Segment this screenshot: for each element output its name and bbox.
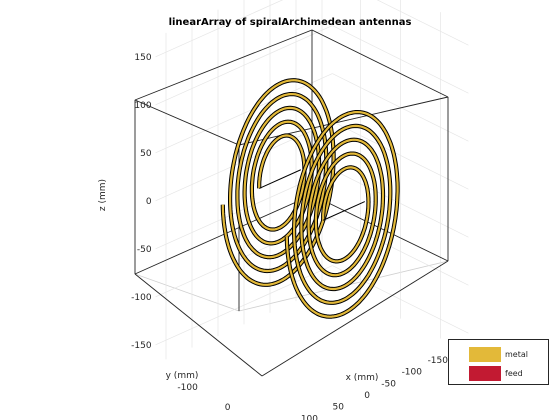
- y-tick-label: -100: [402, 368, 423, 378]
- x-axis-line: [261, 260, 449, 377]
- legend-item-feed: feed: [469, 365, 523, 382]
- spiral-arm-metal: [285, 111, 399, 318]
- spiral-antenna-2: [284, 110, 400, 319]
- x-tick-label: -100: [177, 383, 198, 393]
- z-tick-label: 50: [140, 149, 152, 159]
- antenna-elements: [220, 78, 400, 319]
- legend-item-metal: metal: [469, 346, 528, 363]
- feed-line: [258, 169, 302, 189]
- box-edges-top: [134, 29, 449, 101]
- y-tick-label: 100: [301, 414, 318, 420]
- legend-swatch-metal: [469, 347, 501, 362]
- z-tick-label: -50: [137, 245, 152, 255]
- z-tick-label: -100: [131, 293, 152, 303]
- y-tick-label: -50: [381, 379, 396, 389]
- spiral-arm-metal: [221, 79, 335, 286]
- y-axis-line: [134, 273, 263, 377]
- y-axis-label: y (mm): [166, 371, 199, 381]
- z-tick-label: 0: [146, 197, 152, 207]
- z-axis-label: z (mm): [98, 179, 108, 211]
- x-tick-label: 0: [225, 403, 231, 413]
- z-tick-label: -150: [131, 341, 152, 351]
- chart-title: linearArray of spiralArchimedean antenna…: [169, 17, 412, 28]
- y-tick-label: 50: [333, 403, 345, 413]
- legend-label-feed: feed: [505, 369, 523, 378]
- x-axis-label: x (mm): [346, 373, 379, 383]
- y-tick-label: -150: [428, 356, 449, 366]
- feed-line: [322, 201, 366, 221]
- z-tick-label: 150: [134, 53, 151, 63]
- legend: metal feed: [448, 339, 549, 385]
- spiral-antenna-1: [220, 78, 336, 287]
- tick-labels: 150100500-50-100-150150100500-50-100-150…: [131, 53, 448, 420]
- z-tick-label: 100: [134, 101, 151, 111]
- y-tick-label: 0: [364, 391, 370, 401]
- legend-swatch-feed: [469, 366, 501, 381]
- legend-label-metal: metal: [505, 350, 528, 359]
